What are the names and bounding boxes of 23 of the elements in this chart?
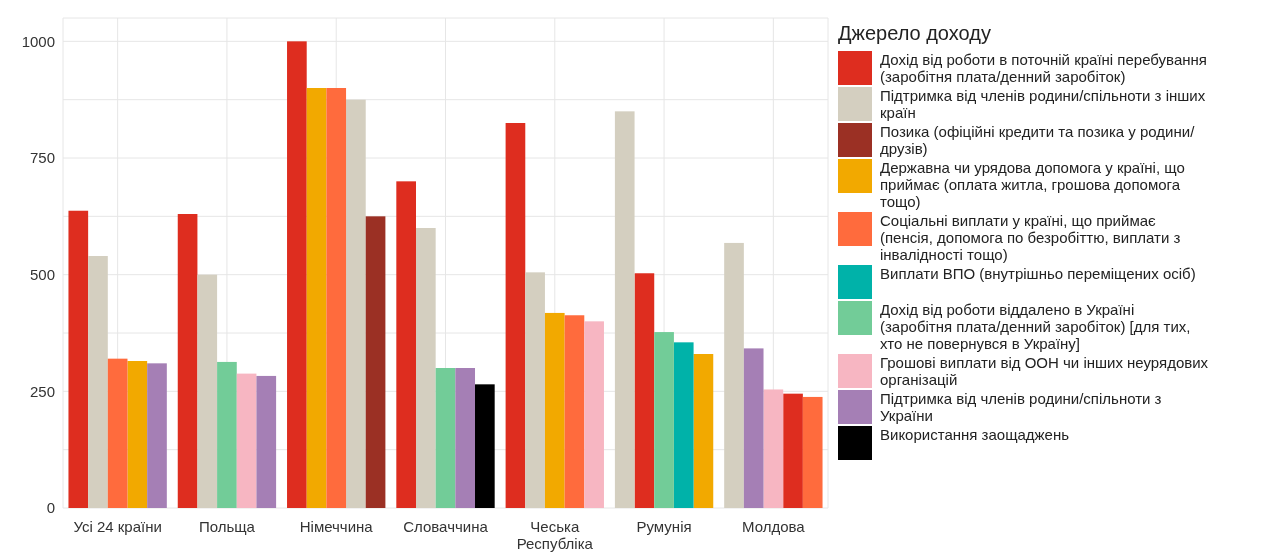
legend-label: Державна чи урядова допомога у країні, що приймає (оплата житла, грошова допомога тощо): [880, 159, 1186, 210]
y-tick-label: 0: [46, 499, 55, 517]
x-tick-label: Усі 24 країни: [73, 518, 162, 535]
legend-label: Виплати ВПО (внутрішньо переміщених осіб): [880, 265, 1197, 284]
legend-label: Підтримка від членів родини/спільноти з України: [880, 390, 1163, 424]
legend-label: Дохід від роботи в поточній країні перебування (заробітня плата/денний заробіток): [880, 51, 1208, 85]
legend-label: Дохід від роботи віддалено в Україні (заробітня плата/денний заробіток) [для тих, хто не повернувся в Україну]: [880, 301, 1192, 352]
x-tick-label: Чеська Республіка: [516, 518, 594, 552]
x-tick-label: Молдова: [742, 518, 806, 535]
legend-label: Соціальні виплати у країні, що приймає (пенсія, допомога по безробіттю, виплати з інвалідності тощо): [880, 212, 1182, 263]
legend-label: Використання заощаджень: [880, 426, 1071, 445]
legend-label: Позика (офіційні кредити та позика у родини/друзів): [880, 123, 1196, 157]
legend-label: Підтримка від членів родини/спільноти з інших країн: [880, 87, 1207, 121]
y-tick-label: 750: [29, 149, 55, 167]
x-tick-label: Німеччина: [299, 518, 374, 535]
x-tick-label: Словаччина: [403, 518, 489, 535]
legend-label: Грошові виплати від ООН чи інших неурядових організацій: [880, 354, 1210, 388]
legend-title: Джерело доходу: [838, 22, 992, 45]
y-tick-label: 1000: [21, 32, 55, 50]
y-tick-label: 500: [29, 265, 55, 283]
x-tick-label: Румунія: [636, 518, 692, 535]
x-tick-label: Польща: [198, 518, 256, 535]
y-tick-label: 250: [29, 382, 55, 400]
